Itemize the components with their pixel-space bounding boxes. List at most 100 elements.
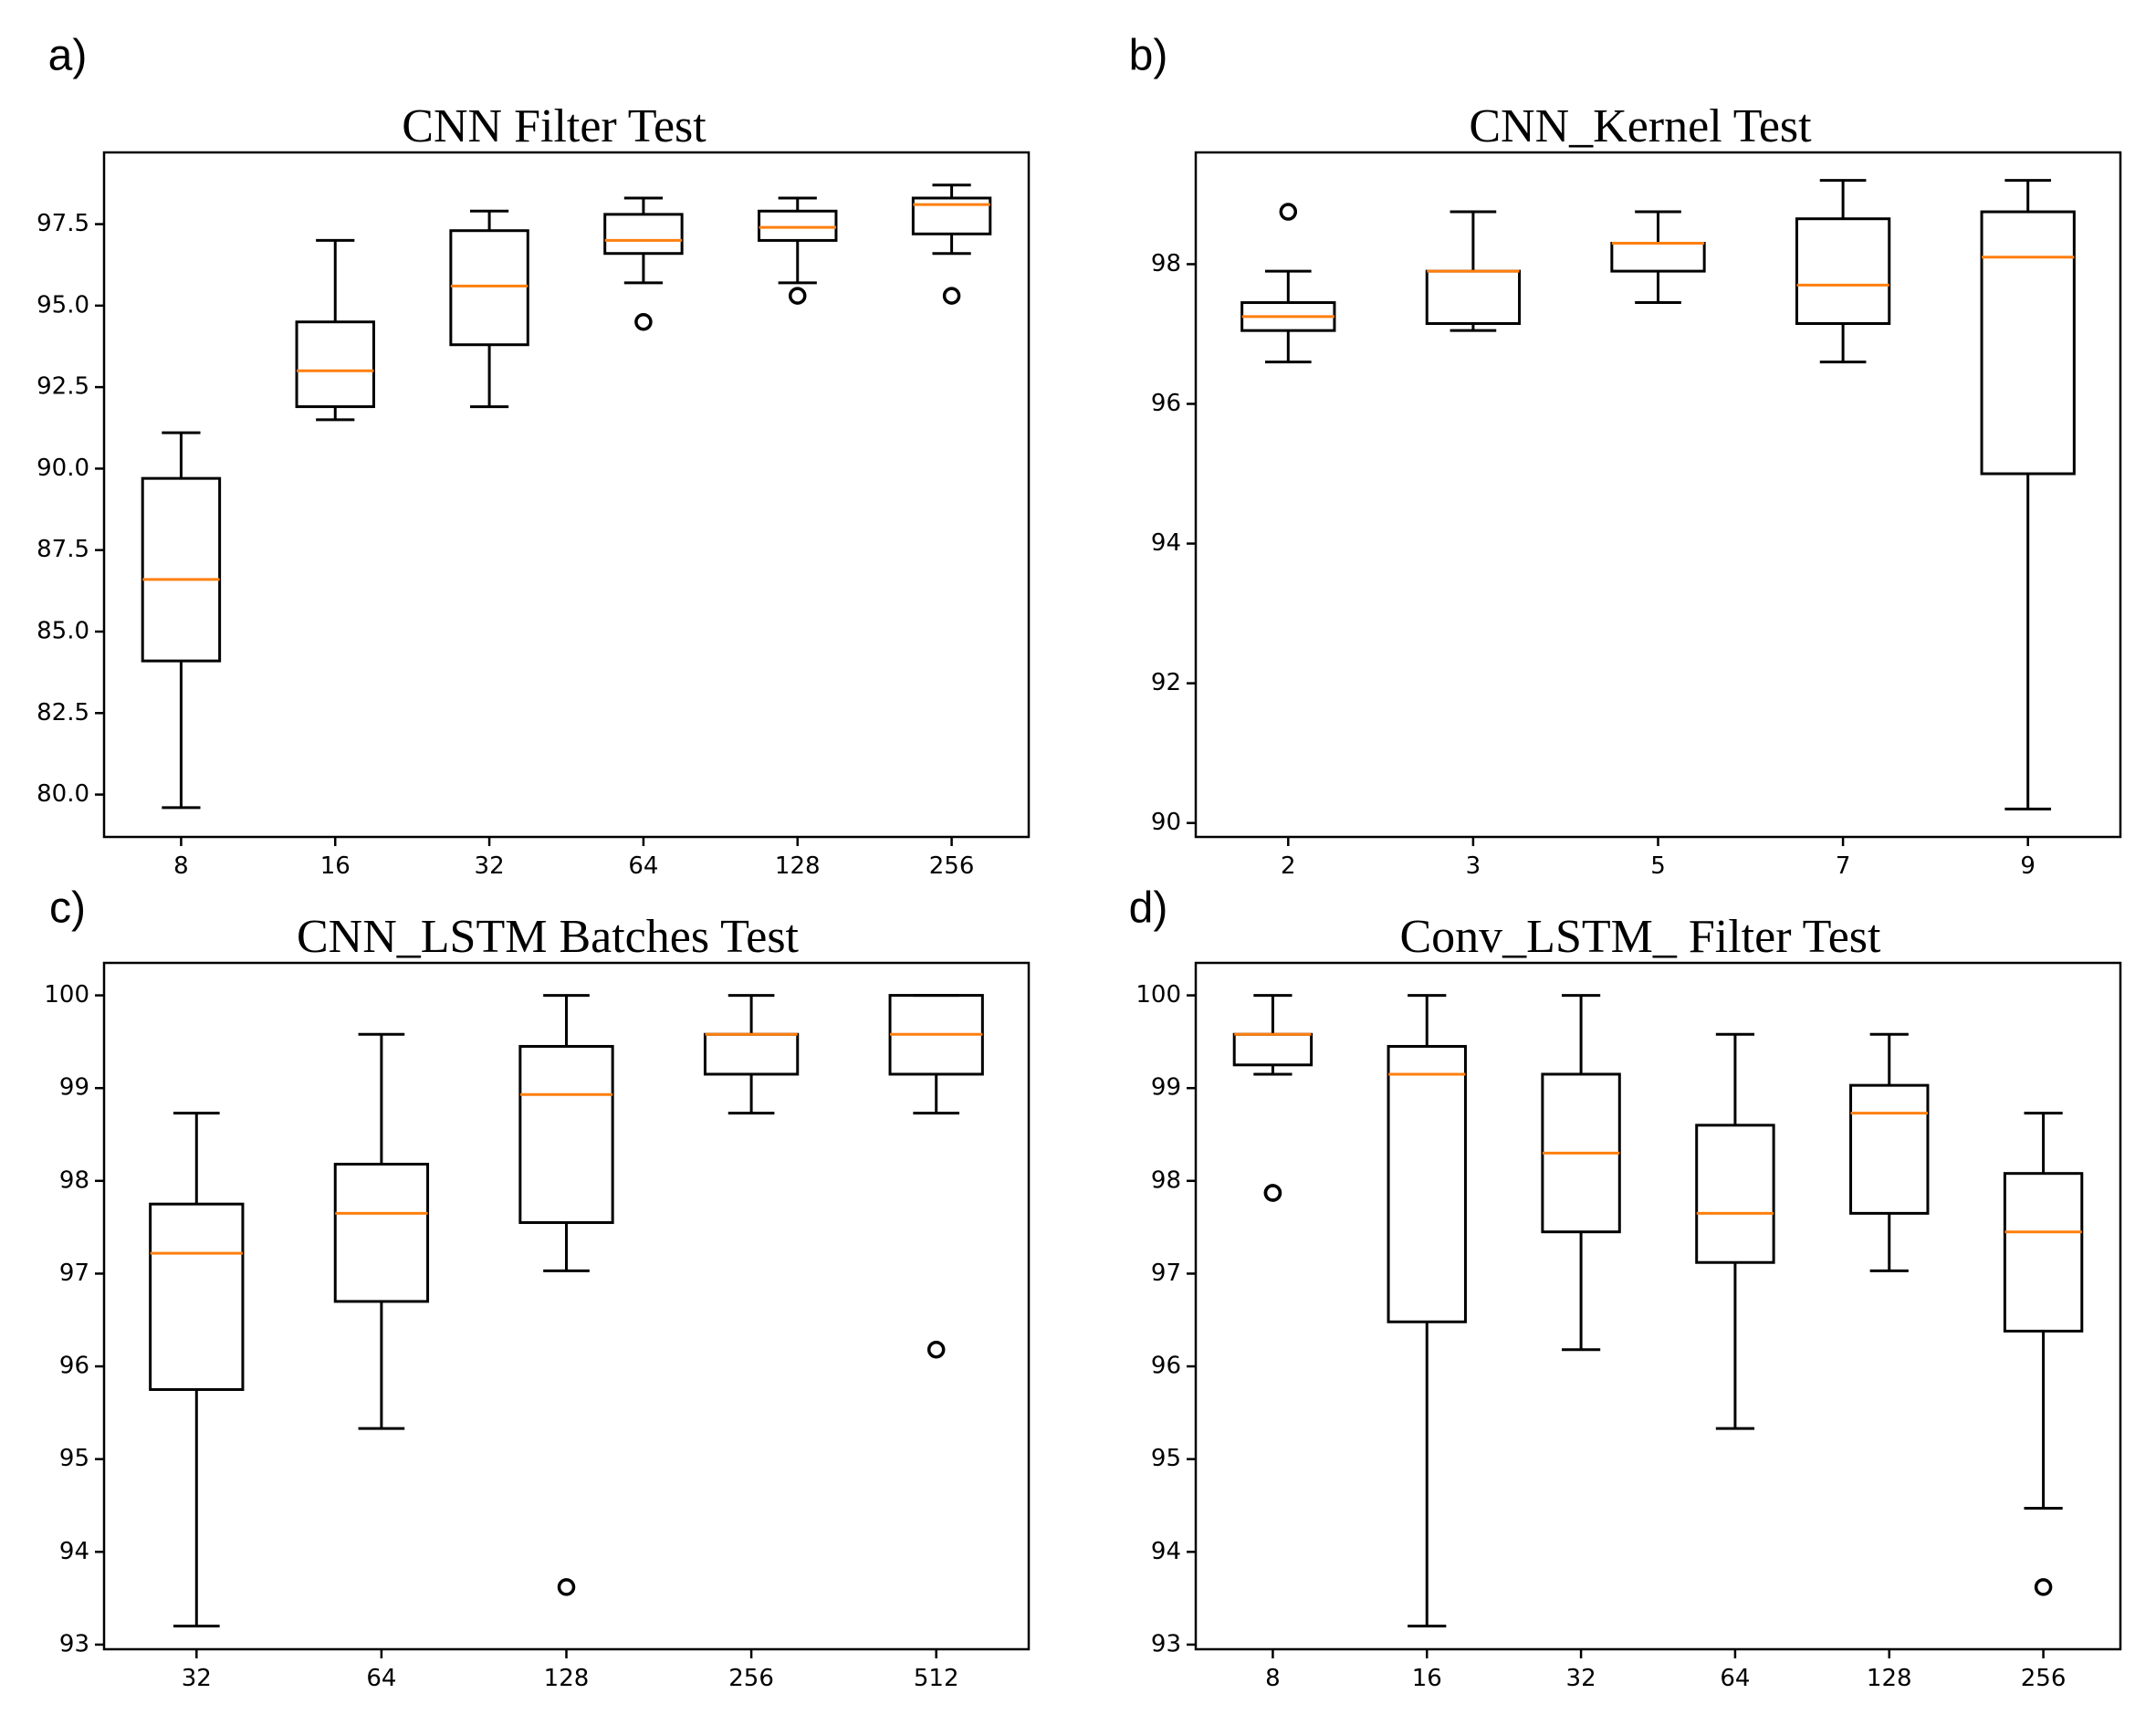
box-group-32 — [449, 209, 529, 409]
outlier-point — [634, 312, 653, 331]
y-tick-label: 92.5 — [37, 373, 89, 401]
x-tick-label: 256 — [728, 1665, 774, 1692]
y-tick-label: 94 — [1151, 529, 1181, 557]
outlier-point — [1279, 203, 1298, 221]
x-tick-label: 2 — [1281, 852, 1296, 880]
outlier-point — [926, 1341, 946, 1359]
x-tick-label: 8 — [1265, 1665, 1281, 1692]
x-tick-label: 64 — [628, 852, 658, 880]
y-tick-label: 98 — [59, 1166, 89, 1194]
box-group-128 — [1849, 1032, 1930, 1272]
box-group-32 — [149, 1112, 245, 1628]
x-tick-label: 32 — [182, 1665, 212, 1692]
y-tick-label: 87.5 — [37, 536, 89, 563]
iqr-box — [141, 476, 222, 663]
chart-title: CNN Filter Test — [402, 100, 706, 152]
panel-letter: b) — [1129, 32, 1168, 80]
box-group-256 — [703, 994, 800, 1115]
iqr-box — [758, 209, 838, 242]
y-tick-label: 85.0 — [37, 618, 89, 645]
panel-letter: a) — [48, 32, 88, 80]
x-tick-label: 64 — [1720, 1665, 1750, 1692]
x-tick-label: 128 — [544, 1665, 590, 1692]
chart-title: CNN_Kernel Test — [1469, 100, 1812, 152]
outlier-point — [1263, 1184, 1282, 1202]
x-tick-label: 16 — [320, 852, 351, 880]
x-tick-label: 128 — [1867, 1665, 1912, 1692]
box-group-64 — [1695, 1032, 1775, 1430]
box-group-8 — [1232, 994, 1313, 1202]
iqr-box — [149, 1202, 245, 1391]
iqr-box — [603, 213, 684, 256]
chart-panel-0: a) CNN Filter Test 80.0 82.5 85.0 87.5 90.0 92.… — [37, 32, 1031, 880]
x-tick-label: 32 — [1566, 1665, 1596, 1692]
iqr-box — [911, 196, 992, 235]
outlier-point — [557, 1578, 576, 1596]
x-tick-label: 3 — [1466, 852, 1481, 880]
box-group-256 — [2003, 1112, 2084, 1596]
y-tick-label: 96 — [1151, 1353, 1181, 1380]
x-tick-label: 5 — [1650, 852, 1666, 880]
iqr-box — [1425, 269, 1522, 326]
iqr-box — [1849, 1083, 1930, 1215]
x-tick-label: 32 — [475, 852, 505, 880]
plot-frame — [102, 151, 1031, 839]
iqr-box — [2003, 1172, 2084, 1333]
chart-panel-1: b) CNN_Kernel Test 90 92 94 96 98 2 3 5 7 9 — [1129, 32, 2122, 880]
box-group-32 — [1541, 994, 1621, 1352]
y-tick-label: 94 — [1151, 1538, 1181, 1565]
y-tick-label: 98 — [1151, 1166, 1181, 1194]
plot-frame — [1194, 961, 2122, 1651]
iqr-box — [703, 1032, 800, 1076]
box-group-64 — [333, 1032, 430, 1430]
y-tick-label: 96 — [1151, 390, 1181, 417]
x-tick-label: 9 — [2020, 852, 2036, 880]
y-tick-label: 82.5 — [37, 699, 89, 727]
y-tick-label: 96 — [59, 1353, 89, 1380]
iqr-box — [1795, 217, 1891, 326]
iqr-box — [1980, 210, 2076, 476]
y-tick-label: 90.0 — [37, 455, 89, 482]
box-group-64 — [603, 196, 684, 331]
y-tick-label: 95 — [1151, 1445, 1181, 1472]
iqr-box — [333, 1163, 430, 1303]
box-group-7 — [1795, 179, 1891, 364]
panel-letter: d) — [1129, 884, 1168, 933]
iqr-box — [295, 320, 375, 409]
y-tick-label: 93 — [59, 1630, 89, 1657]
x-tick-label: 256 — [2021, 1665, 2067, 1692]
y-tick-label: 94 — [59, 1538, 89, 1565]
x-tick-label: 64 — [366, 1665, 396, 1692]
box-group-128 — [518, 994, 614, 1596]
chart-panel-3: d) Conv_LSTM_ Filter Test 93 94 95 96 97 98 99 10… — [1129, 884, 2122, 1692]
panel-letter: c) — [49, 884, 86, 933]
y-tick-label: 100 — [1136, 981, 1181, 1009]
iqr-box — [449, 229, 529, 347]
y-tick-label: 99 — [1151, 1074, 1181, 1102]
y-tick-label: 95 — [59, 1445, 89, 1472]
chart-title: Conv_LSTM_ Filter Test — [1400, 911, 1882, 963]
box-group-2 — [1240, 203, 1336, 364]
y-tick-label: 93 — [1151, 1630, 1181, 1657]
iqr-box — [1232, 1032, 1313, 1067]
box-group-3 — [1425, 210, 1522, 332]
box-group-16 — [1387, 994, 1467, 1628]
iqr-box — [1610, 241, 1706, 273]
y-tick-label: 99 — [59, 1074, 89, 1102]
outlier-point — [942, 287, 961, 305]
y-tick-label: 97.5 — [37, 210, 89, 237]
x-tick-label: 256 — [929, 852, 975, 880]
y-tick-label: 90 — [1151, 809, 1181, 836]
y-tick-label: 95.0 — [37, 291, 89, 319]
y-tick-label: 80.0 — [37, 780, 89, 808]
outlier-point — [789, 287, 807, 305]
x-tick-label: 7 — [1836, 852, 1851, 880]
box-group-9 — [1980, 179, 2076, 810]
y-tick-label: 97 — [59, 1260, 89, 1287]
y-tick-label: 98 — [1151, 250, 1181, 277]
box-group-8 — [141, 431, 222, 810]
x-tick-label: 8 — [173, 852, 189, 880]
x-tick-label: 128 — [775, 852, 821, 880]
y-tick-label: 92 — [1151, 669, 1181, 696]
